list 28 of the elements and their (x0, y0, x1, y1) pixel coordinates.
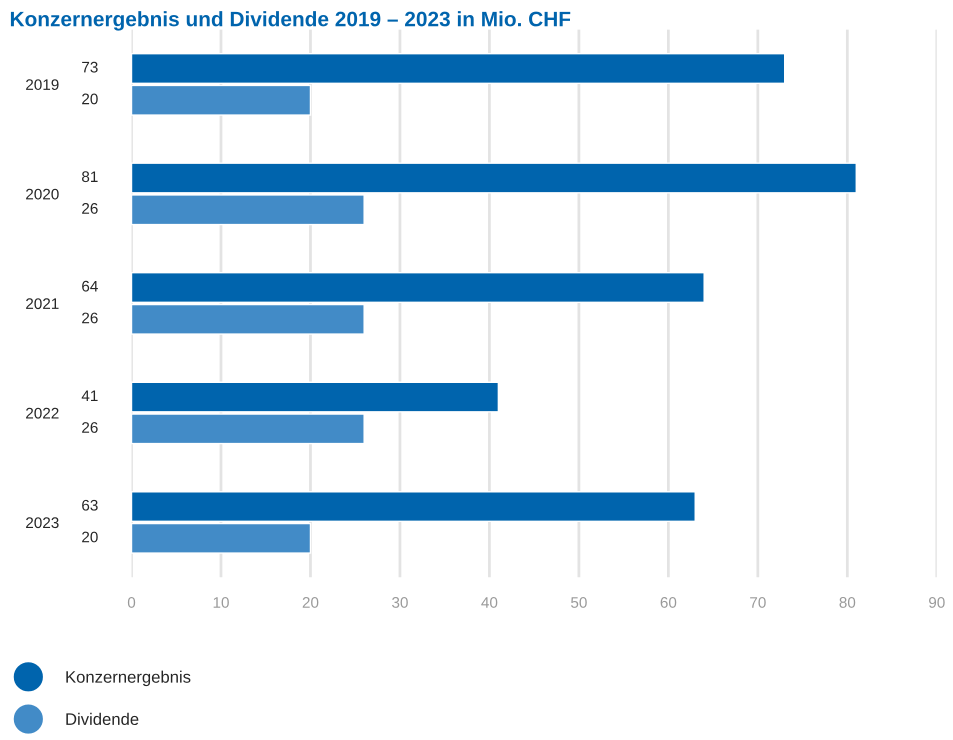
data-label: 26 (82, 312, 98, 324)
legend-label: Konzernergebnis (66, 670, 190, 686)
x-tick-label: 90 (929, 597, 945, 608)
data-label: 26 (82, 203, 98, 214)
x-tick-label: 40 (481, 597, 498, 608)
x-tick-label: 0 (128, 597, 136, 608)
data-label: 20 (82, 532, 98, 542)
y-tick-label: 2021 (26, 298, 59, 310)
chart-title: Konzernergebnis und Dividende 2019 – 2023 in Mio. CHF (10, 11, 570, 31)
data-label: 81 (82, 171, 98, 182)
data-label: 20 (82, 94, 98, 104)
x-tick-label: 50 (571, 597, 587, 608)
x-tick-label: 20 (302, 597, 318, 608)
y-tick-label: 2023 (26, 517, 59, 528)
y-tick-label: 2020 (26, 188, 59, 200)
y-tick-label: 2019 (26, 79, 59, 90)
x-tick-label: 30 (392, 597, 408, 608)
x-tick-label: 70 (750, 597, 766, 608)
x-tick-label: 60 (660, 597, 676, 608)
data-label: 63 (82, 500, 98, 511)
legend-label: Dividende (66, 712, 138, 726)
data-label: 26 (82, 422, 98, 433)
data-label: 73 (82, 62, 98, 73)
data-label: 64 (82, 280, 98, 292)
x-tick-label: 80 (839, 597, 856, 608)
x-tick-label: 10 (214, 597, 229, 608)
data-label: 41 (82, 390, 98, 401)
y-tick-label: 2022 (26, 408, 59, 419)
